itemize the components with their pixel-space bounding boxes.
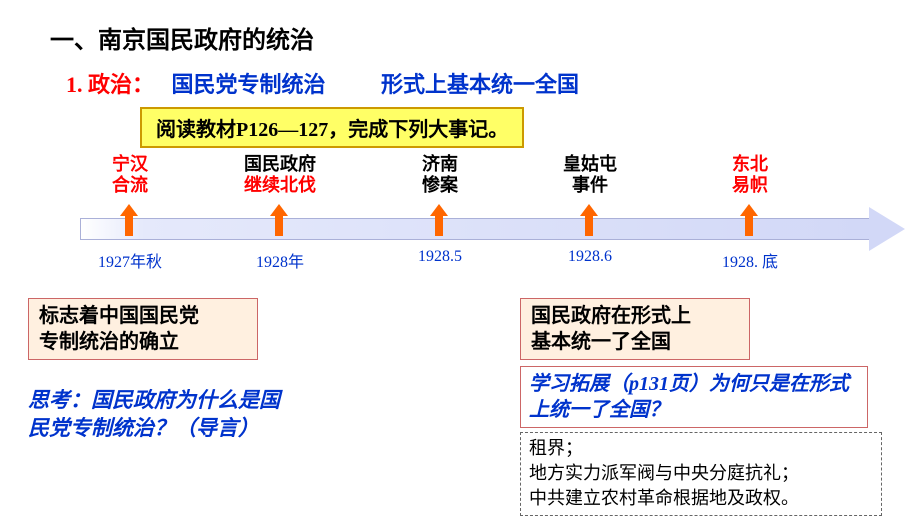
timeline-event-label: 宁汉合流 — [85, 154, 175, 195]
timeline-date-label: 1928.5 — [390, 248, 490, 266]
section-heading: 一、南京国民政府的统治 — [50, 20, 890, 55]
question-left: 思考：国民政府为什么是国民党专制统治？（导言） — [28, 386, 298, 443]
note-box-left: 标志着中国国民党专制统治的确立 — [28, 298, 258, 360]
timeline-date-label: 1928. 底 — [700, 248, 800, 272]
timeline-date-label: 1927年秋 — [80, 248, 180, 272]
answer-box: 租界； 地方实力派军阀与中央分庭抗礼； 中共建立农村革命根据地及政权。 — [520, 432, 882, 516]
subheading-part2: 形式上基本统一全国 — [381, 72, 579, 97]
note-left-line2: 专制统治的确立 — [39, 329, 247, 355]
note-right-line1: 国民政府在形式上 — [531, 303, 739, 329]
answer-line3: 中共建立农村革命根据地及政权。 — [529, 486, 873, 511]
timeline-arrowhead-icon — [869, 207, 905, 251]
note-right-line2: 基本统一了全国 — [531, 329, 739, 355]
subheading-row: 1. 政治： 国民党专制统治 形式上基本统一全国 — [66, 67, 890, 99]
timeline-event-label: 国民政府继续北伐 — [235, 154, 325, 195]
timeline-date-label: 1928.6 — [540, 248, 640, 266]
note-left-line1: 标志着中国国民党 — [39, 303, 247, 329]
timeline-date-label: 1928年 — [230, 248, 330, 272]
note-box-right: 国民政府在形式上基本统一了全国 — [520, 298, 750, 360]
timeline: 宁汉合流 1927年秋 国民政府继续北伐 1928年 济南惨案 1928.5 皇姑屯事件 19… — [80, 154, 910, 274]
answer-line2: 地方实力派军阀与中央分庭抗礼； — [529, 461, 873, 486]
timeline-event-label: 东北易帜 — [705, 154, 795, 195]
subheading-number: 1. 政治： — [66, 72, 154, 97]
subheading-part1: 国民党专制统治 — [172, 72, 326, 97]
timeline-event-label: 皇姑屯事件 — [545, 154, 635, 195]
instruction-box: 阅读教材P126—127，完成下列大事记。 — [140, 107, 524, 148]
question-right: 学习拓展（p131页）为何只是在形式上统一了全国？ — [520, 366, 868, 428]
answer-line1: 租界； — [529, 436, 873, 461]
timeline-event-label: 济南惨案 — [395, 154, 485, 195]
